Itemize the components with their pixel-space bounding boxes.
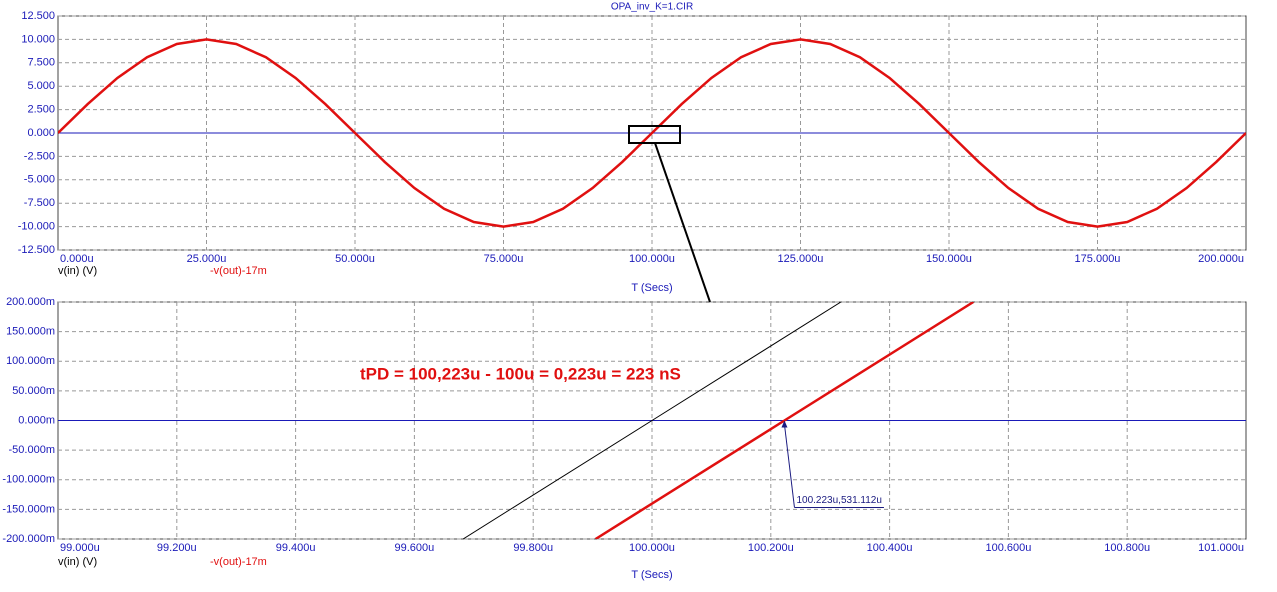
x-tick-label: 75.000u xyxy=(484,253,524,265)
y-tick-label: 2.500 xyxy=(27,104,55,116)
x-tick-label: 99.200u xyxy=(157,542,197,554)
legend-label: -v(out)-17m xyxy=(210,265,267,277)
annotation-arrowhead xyxy=(781,420,788,428)
legend-label: -v(out)-17m xyxy=(210,556,267,568)
annotation-label: 100.223u,531.112u xyxy=(796,495,881,506)
y-tick-label: -50.000m xyxy=(9,444,55,456)
y-tick-label: 100.000m xyxy=(6,355,55,367)
y-tick-label: 200.000m xyxy=(6,296,55,308)
y-tick-label: 0.000 xyxy=(27,127,55,139)
x-axis-label: T (Secs) xyxy=(631,569,672,581)
series-line xyxy=(58,38,1246,228)
x-tick-label: 25.000u xyxy=(187,253,227,265)
legend-label: v(in) (V) xyxy=(58,556,97,568)
x-tick-label: 99.800u xyxy=(513,542,553,554)
y-tick-label: 12.500 xyxy=(21,10,55,22)
y-tick-label: 50.000m xyxy=(12,385,55,397)
annotation-arrow xyxy=(783,424,795,508)
chart-title: OPA_inv_K=1.CIR xyxy=(611,2,693,13)
x-tick-label: 100.800u xyxy=(1104,542,1150,554)
y-tick-label: -7.500 xyxy=(24,197,55,209)
y-tick-label: -5.000 xyxy=(24,174,55,186)
y-tick-label: -12.500 xyxy=(18,244,55,256)
zoom-box xyxy=(628,125,681,144)
y-tick-label: -150.000m xyxy=(2,503,55,515)
x-tick-label: 99.600u xyxy=(395,542,435,554)
zoom-connector xyxy=(654,142,711,303)
x-tick-label: 100.400u xyxy=(867,542,913,554)
x-tick-label: 150.000u xyxy=(926,253,972,265)
y-tick-label: -100.000m xyxy=(2,474,55,486)
y-tick-label: -10.000 xyxy=(18,221,55,233)
y-tick-label: 7.500 xyxy=(27,57,55,69)
x-tick-label: 99.400u xyxy=(276,542,316,554)
y-tick-label: -200.000m xyxy=(2,533,55,545)
x-tick-label: 100.200u xyxy=(748,542,794,554)
x-tick-label: 101.000u xyxy=(1198,542,1244,554)
y-tick-label: 0.000m xyxy=(18,414,55,426)
x-tick-label: 175.000u xyxy=(1075,253,1121,265)
x-tick-label: 0.000u xyxy=(60,253,94,265)
series-line xyxy=(594,302,975,539)
x-axis-label: T (Secs) xyxy=(631,282,672,294)
series-line xyxy=(462,302,842,539)
x-tick-label: 100.000u xyxy=(629,253,675,265)
y-tick-label: 10.000 xyxy=(21,33,55,45)
x-tick-label: 100.000u xyxy=(629,542,675,554)
y-tick-label: 5.000 xyxy=(27,80,55,92)
x-tick-label: 200.000u xyxy=(1198,253,1244,265)
y-tick-label: -2.500 xyxy=(24,150,55,162)
x-tick-label: 50.000u xyxy=(335,253,375,265)
x-tick-label: 125.000u xyxy=(778,253,824,265)
x-tick-label: 100.600u xyxy=(985,542,1031,554)
y-tick-label: 150.000m xyxy=(6,326,55,338)
annotation-note: tPD = 100,223u - 100u = 0,223u = 223 nS xyxy=(360,364,681,383)
x-tick-label: 99.000u xyxy=(60,542,100,554)
legend-label: v(in) (V) xyxy=(58,265,97,277)
